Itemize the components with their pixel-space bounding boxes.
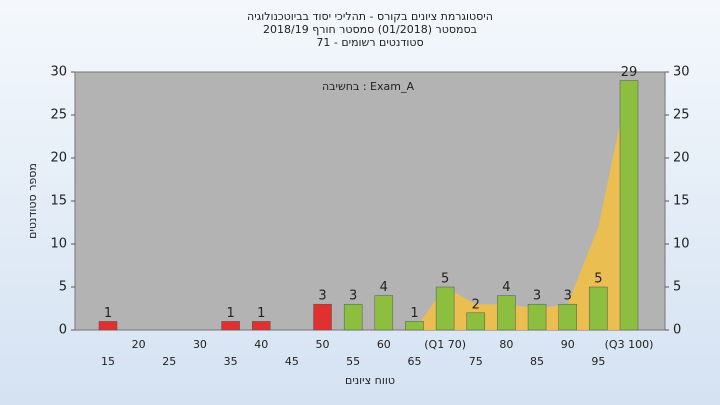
data-label: 2 [472, 297, 480, 312]
bar [313, 303, 332, 331]
y2-tick-label: 0 [673, 323, 681, 338]
y-tick-label: 15 [50, 194, 67, 209]
data-label: 4 [502, 280, 510, 295]
plot-area [74, 71, 666, 331]
chart-title: היסטוגרמת ציונים בקורס - תהליכי יסוד בבי… [247, 10, 493, 23]
y2-tick-label: 10 [673, 237, 690, 252]
x-tick-label: 15 [101, 355, 115, 368]
bar [221, 321, 240, 331]
y2-tick-label: 30 [673, 65, 690, 80]
x-tick-label: 90 [561, 338, 575, 351]
x-tick-label: 45 [285, 355, 299, 368]
y2-tick-label: 20 [673, 151, 690, 166]
x-tick-label: 20 [132, 338, 146, 351]
y-tick-label: 0 [59, 323, 67, 338]
bar [497, 295, 516, 331]
chart-subtitle: בסמסטר (01/2018) סמסטר חורף 2018/19 [263, 23, 477, 36]
bar [558, 303, 577, 331]
y-tick-label: 25 [50, 108, 67, 123]
bar [619, 80, 639, 331]
bar [374, 295, 394, 331]
y-axis-label: מספר סטודנטים [26, 163, 39, 239]
data-label: 1 [257, 306, 265, 321]
x-tick-label: 55 [346, 355, 360, 368]
y-tick-label: 5 [59, 280, 67, 295]
x-tick-label: (Q3 100) [605, 338, 654, 351]
annotation: בחשיבה : Exam_A [322, 80, 414, 93]
x-tick-label: 95 [591, 355, 605, 368]
x-tick-label: 25 [162, 355, 176, 368]
bar [251, 321, 271, 331]
x-tick-label: 40 [254, 338, 268, 351]
data-label: 3 [318, 289, 326, 304]
x-tick-label: 60 [377, 338, 391, 351]
data-label: 1 [104, 306, 112, 321]
y-tick-label: 30 [50, 65, 67, 80]
x-tick-label: 35 [224, 355, 238, 368]
data-label: 4 [380, 280, 388, 295]
data-label: 1 [226, 306, 234, 321]
x-tick-label: 65 [407, 355, 421, 368]
y2-tick-label: 25 [673, 108, 690, 123]
y2-tick-label: 15 [673, 194, 690, 209]
data-label: 3 [533, 289, 541, 304]
x-tick-label: 75 [469, 355, 483, 368]
x-tick-label: (Q1 70) [424, 338, 466, 351]
data-label: 5 [441, 272, 449, 287]
bar [527, 303, 547, 331]
x-tick-label: 50 [316, 338, 330, 351]
bar [435, 286, 455, 331]
y-tick-label: 20 [50, 151, 67, 166]
data-label: 1 [410, 306, 418, 321]
x-tick-label: 85 [530, 355, 544, 368]
x-axis-label: טווח ציונים [345, 374, 395, 387]
data-label: 5 [594, 272, 602, 287]
bar [343, 303, 363, 331]
bar [466, 312, 486, 331]
bar [405, 321, 424, 331]
bar [98, 321, 118, 331]
x-tick-label: 30 [193, 338, 207, 351]
chart-subtitle: סטודנטים רשומים - 71 [316, 36, 423, 49]
data-label: 29 [621, 65, 638, 80]
bar [589, 286, 608, 331]
x-tick-label: 80 [499, 338, 513, 351]
data-label: 3 [564, 289, 572, 304]
data-label: 3 [349, 289, 357, 304]
y-tick-label: 10 [50, 237, 67, 252]
y2-tick-label: 5 [673, 280, 681, 295]
